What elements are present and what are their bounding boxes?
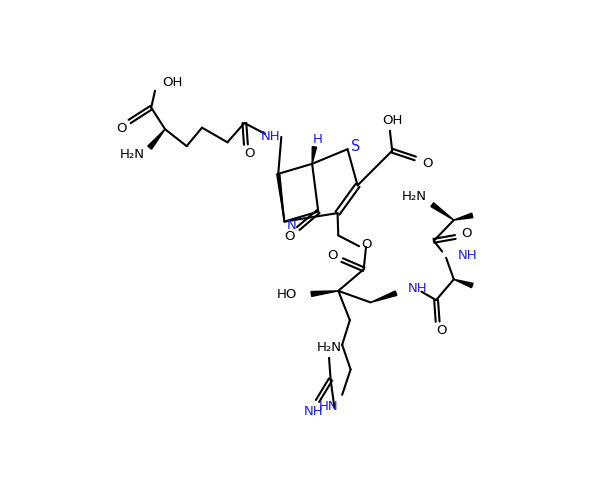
Polygon shape xyxy=(454,213,473,220)
Text: NH: NH xyxy=(458,249,477,262)
Text: O: O xyxy=(422,157,433,170)
Text: NH: NH xyxy=(304,405,323,418)
Text: H: H xyxy=(313,133,322,147)
Text: S: S xyxy=(352,139,361,154)
Text: OH: OH xyxy=(382,114,403,127)
Text: H₂N: H₂N xyxy=(402,191,427,204)
Text: O: O xyxy=(284,231,295,244)
Text: H₂N: H₂N xyxy=(120,148,145,161)
Polygon shape xyxy=(311,291,338,296)
Text: O: O xyxy=(461,228,472,241)
Text: HN: HN xyxy=(319,400,338,413)
Text: H₂N: H₂N xyxy=(317,341,341,354)
Text: O: O xyxy=(362,238,372,251)
Polygon shape xyxy=(277,174,284,222)
Text: O: O xyxy=(436,324,447,337)
Polygon shape xyxy=(371,291,397,302)
Text: NH: NH xyxy=(407,282,427,295)
Text: OH: OH xyxy=(162,76,182,89)
Polygon shape xyxy=(312,147,317,164)
Text: N: N xyxy=(287,219,297,232)
Polygon shape xyxy=(431,203,454,220)
Text: O: O xyxy=(327,249,337,262)
Polygon shape xyxy=(454,279,473,288)
Text: O: O xyxy=(245,147,255,160)
Polygon shape xyxy=(148,129,165,149)
Text: NH: NH xyxy=(261,130,280,143)
Text: O: O xyxy=(116,122,127,135)
Text: HO: HO xyxy=(277,288,298,301)
